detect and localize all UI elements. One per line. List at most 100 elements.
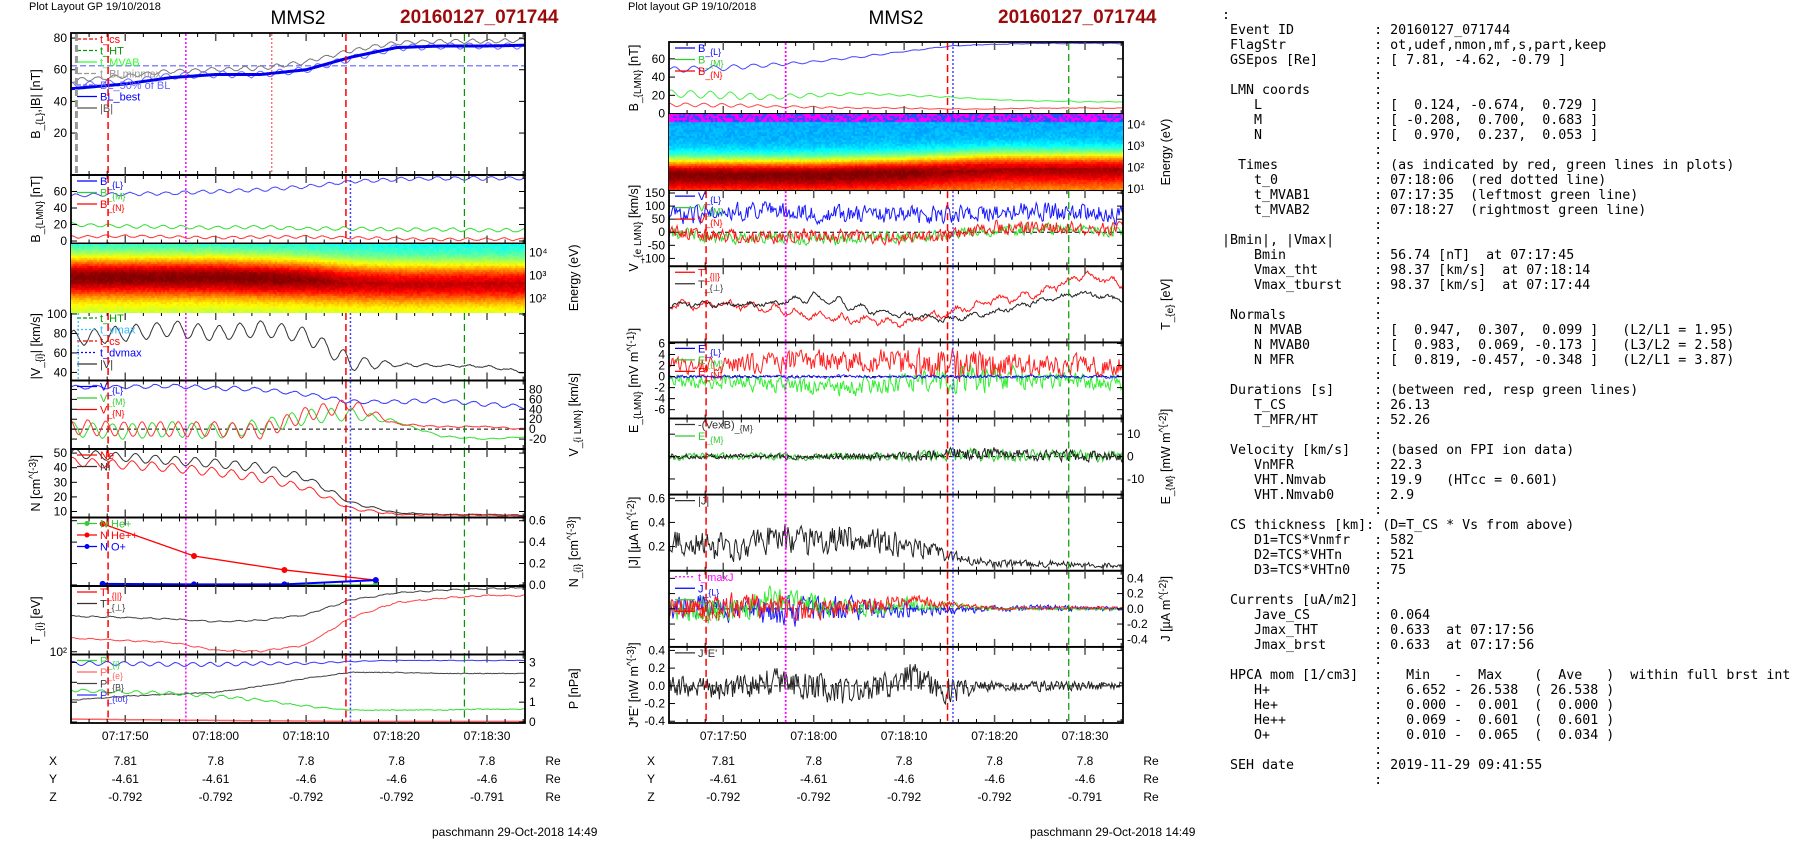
y-axis-label: N [cm^{-3}] <box>28 455 43 511</box>
series-line <box>102 523 376 581</box>
y-tick-label: 40 <box>54 94 68 108</box>
legend-label: t_HT <box>100 46 124 58</box>
time-tick-label: 07:17:50 <box>700 729 747 743</box>
y-tick-label: 20 <box>54 218 68 232</box>
y-tick-label: -0.2 <box>644 697 665 711</box>
series-group <box>71 175 525 242</box>
summary-line: : <box>1222 8 1231 23</box>
y-axis-label: |V_{i}| [km/s] <box>29 313 46 379</box>
legend-label: T_{⊥} <box>100 599 125 613</box>
y-tick-label: 10³ <box>1127 139 1144 153</box>
summary-line: SEH date : 2019-11-29 09:41:55 <box>1222 758 1543 773</box>
series-line <box>669 89 1123 103</box>
legend-label: P_{e} <box>100 667 123 681</box>
legend-label: B_{M} <box>100 188 126 202</box>
legend-label: t_maxJ <box>698 572 733 584</box>
y-axis-label: J [µA m^{-2}] <box>1158 576 1173 642</box>
y-tick-label: 0.4 <box>529 535 546 549</box>
legend-label: |J| <box>698 496 709 508</box>
summary-line: Jmax_THT : 0.633 at 07:17:56 <box>1222 623 1535 638</box>
y-tick-label: 40 <box>529 402 543 416</box>
y-tick-label: 60 <box>54 63 68 77</box>
y-tick-label: -2 <box>654 381 665 395</box>
series-line <box>102 579 376 586</box>
y-tick-label: 100 <box>47 307 67 321</box>
legend-label: t_HT <box>100 313 124 325</box>
event-id-title: 20160127_071744 <box>400 7 559 28</box>
position-value: -4.61 <box>202 772 230 786</box>
summary-line: Event ID : 20160127_071744 <box>1222 23 1511 38</box>
summary-line: VnMFR : 22.3 <box>1222 458 1423 473</box>
position-value: -0.792 <box>289 790 323 804</box>
y-axis-label: B_{LMN} [nT] <box>627 45 644 112</box>
plot-panel: 60 40 20 0 B_{LMN} [nT] B_{L}B_{M}B_{N} <box>29 174 526 248</box>
y-tick-label: 0 <box>529 715 536 729</box>
series-line <box>71 449 525 517</box>
legend-label: E_{L} <box>698 343 721 357</box>
panel-frame <box>70 653 526 724</box>
y-tick-label: 10 <box>54 505 68 519</box>
summary-line: D3=TCS*VHTn0 : 75 <box>1222 563 1407 578</box>
summary-line: Bmin : 56.74 [nT] at 07:17:45 <box>1222 248 1575 263</box>
y-tick-label: 0.0 <box>648 679 665 693</box>
time-tick-label: 07:18:20 <box>971 729 1018 743</box>
legend-label: |V| <box>100 359 113 371</box>
data-point <box>281 566 288 573</box>
summary-line: : <box>1222 428 1383 443</box>
position-value: 7.8 <box>1077 754 1094 768</box>
series-line <box>669 42 1123 73</box>
summary-line: : <box>1222 773 1383 788</box>
y-tick-label: 0 <box>658 107 665 121</box>
series-line <box>669 446 1123 464</box>
legend-label: E_{M} <box>698 431 724 445</box>
summary-line: : <box>1222 653 1383 668</box>
summary-line: H+ : 6.652 - 26.538 ( 26.538 ) <box>1222 683 1615 698</box>
series-line <box>669 347 1123 382</box>
series-line <box>71 594 525 653</box>
legend-label: Ne <box>100 450 114 462</box>
position-unit: Re <box>545 772 561 786</box>
legend-label: N He++ <box>100 530 138 542</box>
legend-label: -(VexB)_{M} <box>698 420 753 434</box>
y-tick-label: 100 <box>645 199 665 213</box>
summary-line: Jave_CS : 0.064 <box>1222 608 1431 623</box>
y-tick-label: 0.0 <box>1127 602 1144 616</box>
legend-label: V_{L} <box>698 191 721 205</box>
position-value: -0.792 <box>706 790 740 804</box>
position-unit: Re <box>1143 772 1159 786</box>
summary-line: Normals : <box>1222 308 1383 323</box>
legend-label: t_MVAB <box>100 57 140 69</box>
position-value: 7.8 <box>298 754 315 768</box>
series-line <box>71 456 525 517</box>
position-value: -4.61 <box>710 772 738 786</box>
plot-footer: paschmann 29-Oct-2018 14:49 <box>432 825 598 839</box>
plot-panel: 0.4 0.2 0.0 -0.2 -0.4J*E' [nW m^{-3}] J*E' <box>626 642 1124 728</box>
legend-label: N O+ <box>100 542 126 554</box>
position-value: -4.61 <box>112 772 140 786</box>
series-line <box>71 42 525 89</box>
series-group <box>71 659 525 723</box>
y-tick-label: 40 <box>54 461 68 475</box>
legend-label: t_dvmax <box>100 348 142 360</box>
y-tick-label: 30 <box>54 475 68 489</box>
y-axis-label: T_{i} [eV] <box>29 596 46 644</box>
y-tick-label: 0.4 <box>648 515 665 529</box>
plot-footer: paschmann 29-Oct-2018 14:49 <box>1030 825 1196 839</box>
summary-line: D2=TCS*VHTn : 521 <box>1222 548 1415 563</box>
series-line <box>669 290 1123 323</box>
series-line <box>71 43 525 91</box>
legend-label: V_{L} <box>100 382 123 396</box>
time-tick-label: 07:18:30 <box>1062 729 1109 743</box>
series-group <box>669 347 1123 397</box>
panel-frame <box>668 493 1124 572</box>
y-tick-label: 10¹ <box>1127 182 1144 196</box>
summary-line: HPCA mom [1/cm3] : Min - Max ( Ave ) wit… <box>1222 668 1791 683</box>
series-line <box>71 688 525 712</box>
series-line <box>669 446 1123 464</box>
summary-line: : <box>1222 368 1383 383</box>
summary-line: N MVAB : [ 0.947, 0.307, 0.099 ] (L2/L1 … <box>1222 323 1735 338</box>
y-tick-label: 1 <box>529 695 536 709</box>
legend-label: J_{M} <box>698 595 722 609</box>
ion-energy-spectrogram <box>71 243 525 313</box>
